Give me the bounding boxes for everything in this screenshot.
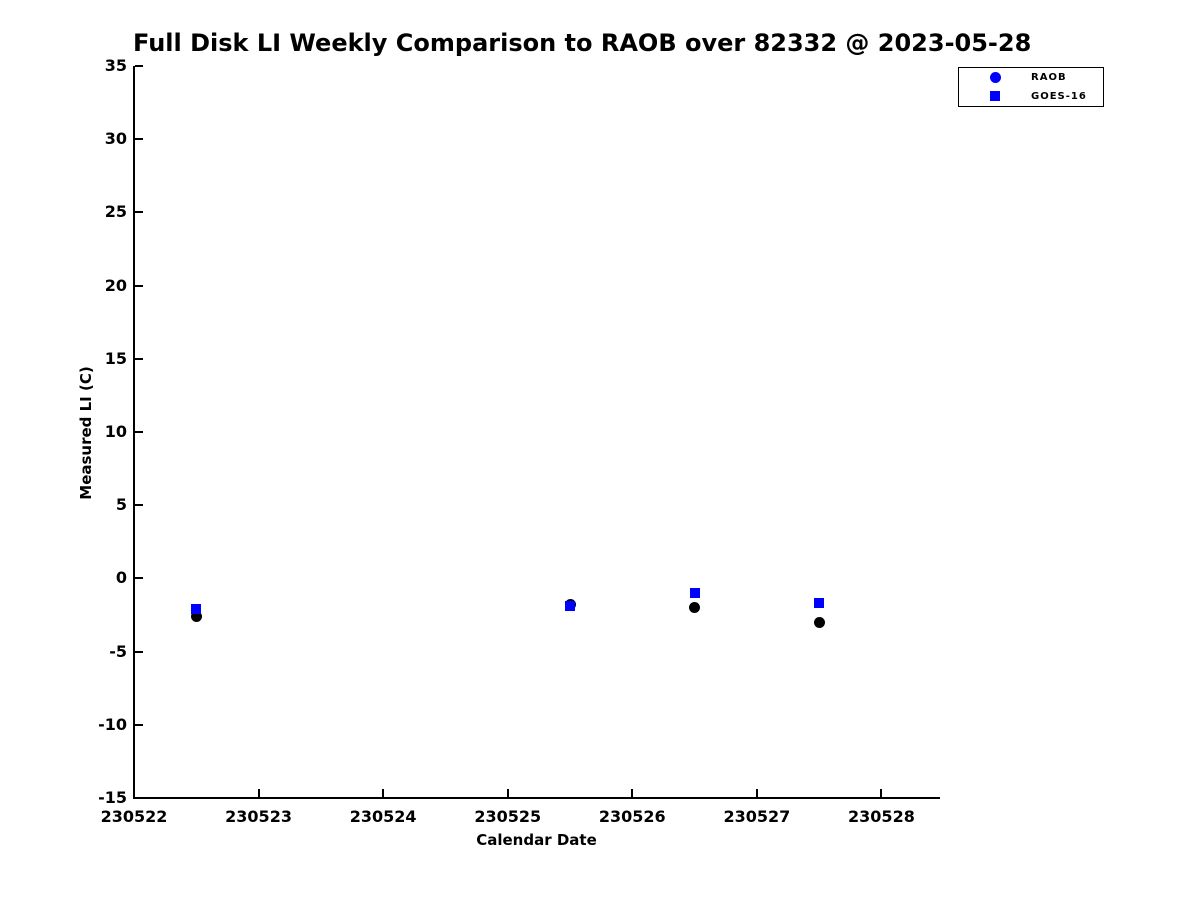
legend-goes-16-square-icon <box>990 91 1000 102</box>
y-tick-mark <box>135 797 143 799</box>
y-tick-mark <box>135 65 143 67</box>
y-tick-label: 0 <box>115 568 127 588</box>
x-tick-label: 230526 <box>598 807 666 826</box>
y-tick-mark <box>135 284 143 287</box>
y-tick-label: -15 <box>98 788 127 807</box>
y-tick-label: -5 <box>109 641 127 661</box>
y-tick-label: 25 <box>104 202 127 222</box>
goes-16-point <box>191 604 202 615</box>
x-tick-mark <box>257 789 260 797</box>
legend-label: GOES-16 <box>1031 90 1087 102</box>
y-tick-mark <box>135 431 143 433</box>
legend-marker-cell <box>959 72 1031 84</box>
x-tick-label: 230524 <box>349 807 417 826</box>
legend-row: RAOB <box>959 69 1103 86</box>
x-axis-label: Calendar Date <box>476 831 597 849</box>
legend-marker-cell <box>959 91 1031 102</box>
legend-label: RAOB <box>1031 72 1067 84</box>
goes-16-point <box>814 598 825 609</box>
x-tick-label: 230522 <box>100 807 168 826</box>
legend-row: GOES-16 <box>959 88 1103 105</box>
chart-title: Full Disk LI Weekly Comparison to RAOB o… <box>133 29 1032 57</box>
goes-16-point <box>689 588 700 599</box>
y-tick-mark <box>135 138 143 141</box>
x-tick-label: 230527 <box>723 807 791 826</box>
y-tick-mark <box>135 504 143 507</box>
y-tick-mark <box>135 650 143 653</box>
y-tick-label: -10 <box>98 714 127 734</box>
legend-raob-circle-icon <box>989 72 1001 84</box>
x-tick-mark <box>506 789 509 797</box>
y-tick-mark <box>135 723 143 726</box>
goes-16-point <box>565 601 575 612</box>
y-tick-label: 10 <box>104 422 127 441</box>
x-tick-mark <box>133 789 135 797</box>
x-tick-mark <box>382 789 385 797</box>
raob-point <box>813 616 825 628</box>
x-tick-label: 230523 <box>225 807 292 826</box>
plot-area <box>133 66 940 799</box>
x-tick-mark <box>631 789 634 797</box>
raob-point <box>689 602 701 614</box>
raob-point <box>190 610 202 622</box>
y-tick-mark <box>135 577 143 580</box>
legend: RAOB GOES-16 <box>958 67 1104 107</box>
x-tick-label: 230528 <box>848 807 915 826</box>
y-tick-label: 15 <box>104 348 127 368</box>
y-tick-label: 35 <box>104 56 127 75</box>
y-tick-label: 20 <box>104 275 127 295</box>
x-tick-mark <box>755 789 758 797</box>
y-tick-label: 30 <box>104 129 127 149</box>
y-tick-mark <box>135 357 143 360</box>
y-tick-label: 5 <box>115 495 127 515</box>
x-tick-mark <box>880 789 883 797</box>
y-tick-mark <box>135 211 143 214</box>
x-tick-label: 230525 <box>474 807 542 826</box>
